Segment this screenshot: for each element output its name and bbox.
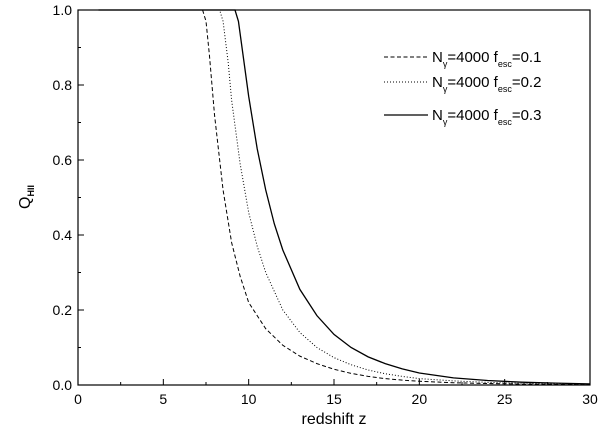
legend-label-mid: =4000 f <box>447 49 498 66</box>
x-tick-label: 30 <box>582 391 598 407</box>
legend-label-f-sub: esc <box>498 117 513 127</box>
x-tick-label: 15 <box>326 391 342 407</box>
x-tick-label: 25 <box>497 391 513 407</box>
y-tick-label: 0.0 <box>53 377 73 393</box>
legend-label-mid: =4000 f <box>447 74 498 91</box>
legend-label: Nγ=4000 fesc=0.3 <box>432 107 541 127</box>
y-tick-label: 0.8 <box>53 77 73 93</box>
y-tick-label: 0.2 <box>53 302 73 318</box>
y-axis-ticks: 0.0 0.2 0.4 0.6 0.8 1.0 <box>53 2 84 393</box>
x-tick-label: 0 <box>74 391 82 407</box>
y-tick-label: 1.0 <box>53 2 73 18</box>
legend-label-f-sub: esc <box>498 84 513 94</box>
legend-entry-1: Nγ=4000 fesc=0.1 <box>384 49 541 69</box>
legend-label-n-sub: γ <box>443 84 448 94</box>
y-axis-title: QHII <box>17 185 36 209</box>
series-line-2 <box>98 9 591 385</box>
legend-label-tail: =0.3 <box>512 107 542 124</box>
legend-label-tail: =0.1 <box>512 49 542 66</box>
series-layer <box>98 9 591 386</box>
y-axis-title-main: Q <box>17 197 34 209</box>
x-tick-label: 5 <box>159 391 167 407</box>
legend-label-f-sub: esc <box>498 59 513 69</box>
x-tick-label: 20 <box>412 391 428 407</box>
y-axis-title-sub: HII <box>26 185 36 197</box>
legend-label-n: N <box>432 107 443 124</box>
y-tick-label: 0.4 <box>53 227 73 243</box>
legend-label-mid: =4000 f <box>447 107 498 124</box>
series-line-3 <box>98 9 591 385</box>
legend-label: Nγ=4000 fesc=0.1 <box>432 49 541 69</box>
legend-label-n-sub: γ <box>443 59 448 69</box>
legend-entry-2: Nγ=4000 fesc=0.2 <box>384 74 541 94</box>
series-line-1 <box>98 9 591 386</box>
legend-entry-3: Nγ=4000 fesc=0.3 <box>384 107 541 127</box>
plot-frame <box>77 9 591 386</box>
y-tick-label: 0.6 <box>53 152 73 168</box>
legend-label-n: N <box>432 49 443 66</box>
x-axis-title: redshift z <box>302 411 367 428</box>
x-axis-ticks: 0 5 10 15 20 25 30 <box>74 379 598 407</box>
legend-label: Nγ=4000 fesc=0.2 <box>432 74 541 94</box>
legend-label-tail: =0.2 <box>512 74 542 91</box>
legend-label-n-sub: γ <box>443 117 448 127</box>
legend: Nγ=4000 fesc=0.1Nγ=4000 fesc=0.2Nγ=4000 … <box>384 49 541 127</box>
x-tick-label: 10 <box>241 391 257 407</box>
legend-label-n: N <box>432 74 443 91</box>
